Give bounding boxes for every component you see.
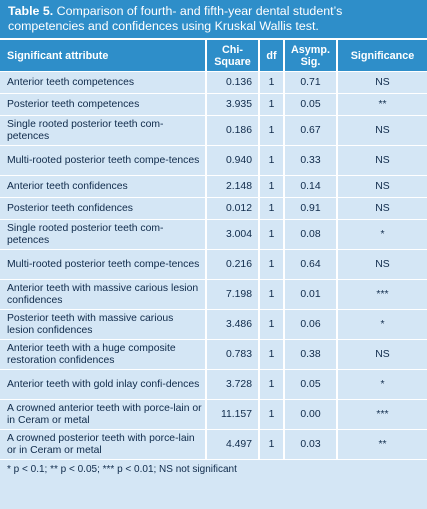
cell-asymp-sig: 0.33	[285, 145, 338, 175]
table-row: Single rooted posterior teeth com-petenc…	[0, 115, 427, 145]
cell-attribute: Anterior teeth confidences	[0, 175, 207, 197]
table-row: Anterior teeth with a huge composite res…	[0, 339, 427, 369]
header-df: df	[260, 38, 285, 71]
cell-significance: ***	[338, 279, 427, 309]
cell-chi-square: 0.186	[207, 115, 260, 145]
cell-significance: NS	[338, 115, 427, 145]
caption-text: Comparison of fourth- and fifth-year den…	[8, 4, 343, 33]
header-asymp-sig: Asymp. Sig.	[285, 38, 338, 71]
cell-df: 1	[260, 279, 285, 309]
results-table: Significant attribute Chi-Square df Asym…	[0, 38, 427, 459]
table-row: Multi-rooted posterior teeth compe-tence…	[0, 249, 427, 279]
cell-asymp-sig: 0.08	[285, 219, 338, 249]
table-row: Anterior teeth confidences 2.148 1 0.14 …	[0, 175, 427, 197]
table-row: Posterior teeth competences 3.935 1 0.05…	[0, 93, 427, 115]
table-row: Multi-rooted posterior teeth compe-tence…	[0, 145, 427, 175]
cell-asymp-sig: 0.14	[285, 175, 338, 197]
cell-attribute: Posterior teeth competences	[0, 93, 207, 115]
table-row: Anterior teeth competences 0.136 1 0.71 …	[0, 71, 427, 93]
cell-asymp-sig: 0.91	[285, 197, 338, 219]
cell-attribute: A crowned anterior teeth with porce-lain…	[0, 399, 207, 429]
cell-asymp-sig: 0.01	[285, 279, 338, 309]
cell-significance: *	[338, 369, 427, 399]
cell-asymp-sig: 0.67	[285, 115, 338, 145]
cell-significance: NS	[338, 145, 427, 175]
cell-attribute: Multi-rooted posterior teeth compe-tence…	[0, 145, 207, 175]
cell-chi-square: 0.216	[207, 249, 260, 279]
cell-chi-square: 3.004	[207, 219, 260, 249]
cell-df: 1	[260, 339, 285, 369]
cell-chi-square: 3.935	[207, 93, 260, 115]
cell-attribute: Single rooted posterior teeth com-petenc…	[0, 219, 207, 249]
cell-asymp-sig: 0.71	[285, 71, 338, 93]
header-chi-square: Chi-Square	[207, 38, 260, 71]
cell-asymp-sig: 0.06	[285, 309, 338, 339]
cell-significance: NS	[338, 339, 427, 369]
cell-df: 1	[260, 175, 285, 197]
cell-significance: ***	[338, 399, 427, 429]
table-row: A crowned anterior teeth with porce-lain…	[0, 399, 427, 429]
table-row: Single rooted posterior teeth com-petenc…	[0, 219, 427, 249]
cell-attribute: Multi-rooted posterior teeth compe-tence…	[0, 249, 207, 279]
table-row: Anterior teeth with gold inlay confi-den…	[0, 369, 427, 399]
cell-chi-square: 7.198	[207, 279, 260, 309]
cell-chi-square: 0.783	[207, 339, 260, 369]
cell-attribute: Anterior teeth with massive carious lesi…	[0, 279, 207, 309]
cell-attribute: Anterior teeth with a huge composite res…	[0, 339, 207, 369]
table-row: Posterior teeth with massive carious les…	[0, 309, 427, 339]
cell-significance: NS	[338, 175, 427, 197]
cell-significance: **	[338, 93, 427, 115]
cell-asymp-sig: 0.05	[285, 369, 338, 399]
cell-df: 1	[260, 399, 285, 429]
header-significance: Significance	[338, 38, 427, 71]
cell-df: 1	[260, 369, 285, 399]
cell-attribute: Anterior teeth competences	[0, 71, 207, 93]
cell-df: 1	[260, 309, 285, 339]
cell-chi-square: 0.136	[207, 71, 260, 93]
cell-chi-square: 3.486	[207, 309, 260, 339]
cell-significance: *	[338, 219, 427, 249]
cell-df: 1	[260, 429, 285, 459]
cell-df: 1	[260, 145, 285, 175]
cell-chi-square: 0.012	[207, 197, 260, 219]
cell-chi-square: 4.497	[207, 429, 260, 459]
table-row: A crowned posterior teeth with porce-lai…	[0, 429, 427, 459]
cell-asymp-sig: 0.64	[285, 249, 338, 279]
caption-label: Table 5.	[8, 4, 54, 18]
cell-attribute: Posterior teeth with massive carious les…	[0, 309, 207, 339]
cell-attribute: A crowned posterior teeth with porce-lai…	[0, 429, 207, 459]
table-row: Anterior teeth with massive carious lesi…	[0, 279, 427, 309]
cell-significance: *	[338, 309, 427, 339]
table-row: Posterior teeth confidences 0.012 1 0.91…	[0, 197, 427, 219]
cell-df: 1	[260, 115, 285, 145]
cell-significance: NS	[338, 197, 427, 219]
cell-attribute: Posterior teeth confidences	[0, 197, 207, 219]
cell-df: 1	[260, 93, 285, 115]
cell-asymp-sig: 0.00	[285, 399, 338, 429]
cell-df: 1	[260, 197, 285, 219]
header-row: Significant attribute Chi-Square df Asym…	[0, 38, 427, 71]
cell-df: 1	[260, 249, 285, 279]
cell-attribute: Anterior teeth with gold inlay confi-den…	[0, 369, 207, 399]
cell-significance: NS	[338, 71, 427, 93]
table-caption: Table 5. Comparison of fourth- and fifth…	[0, 0, 427, 38]
cell-asymp-sig: 0.05	[285, 93, 338, 115]
cell-chi-square: 3.728	[207, 369, 260, 399]
cell-chi-square: 0.940	[207, 145, 260, 175]
cell-df: 1	[260, 71, 285, 93]
cell-significance: NS	[338, 249, 427, 279]
cell-significance: **	[338, 429, 427, 459]
cell-df: 1	[260, 219, 285, 249]
table-footnote: * p < 0.1; ** p < 0.05; *** p < 0.01; NS…	[0, 459, 427, 482]
cell-chi-square: 11.157	[207, 399, 260, 429]
cell-attribute: Single rooted posterior teeth com-petenc…	[0, 115, 207, 145]
cell-asymp-sig: 0.03	[285, 429, 338, 459]
cell-chi-square: 2.148	[207, 175, 260, 197]
header-attribute: Significant attribute	[0, 38, 207, 71]
cell-asymp-sig: 0.38	[285, 339, 338, 369]
